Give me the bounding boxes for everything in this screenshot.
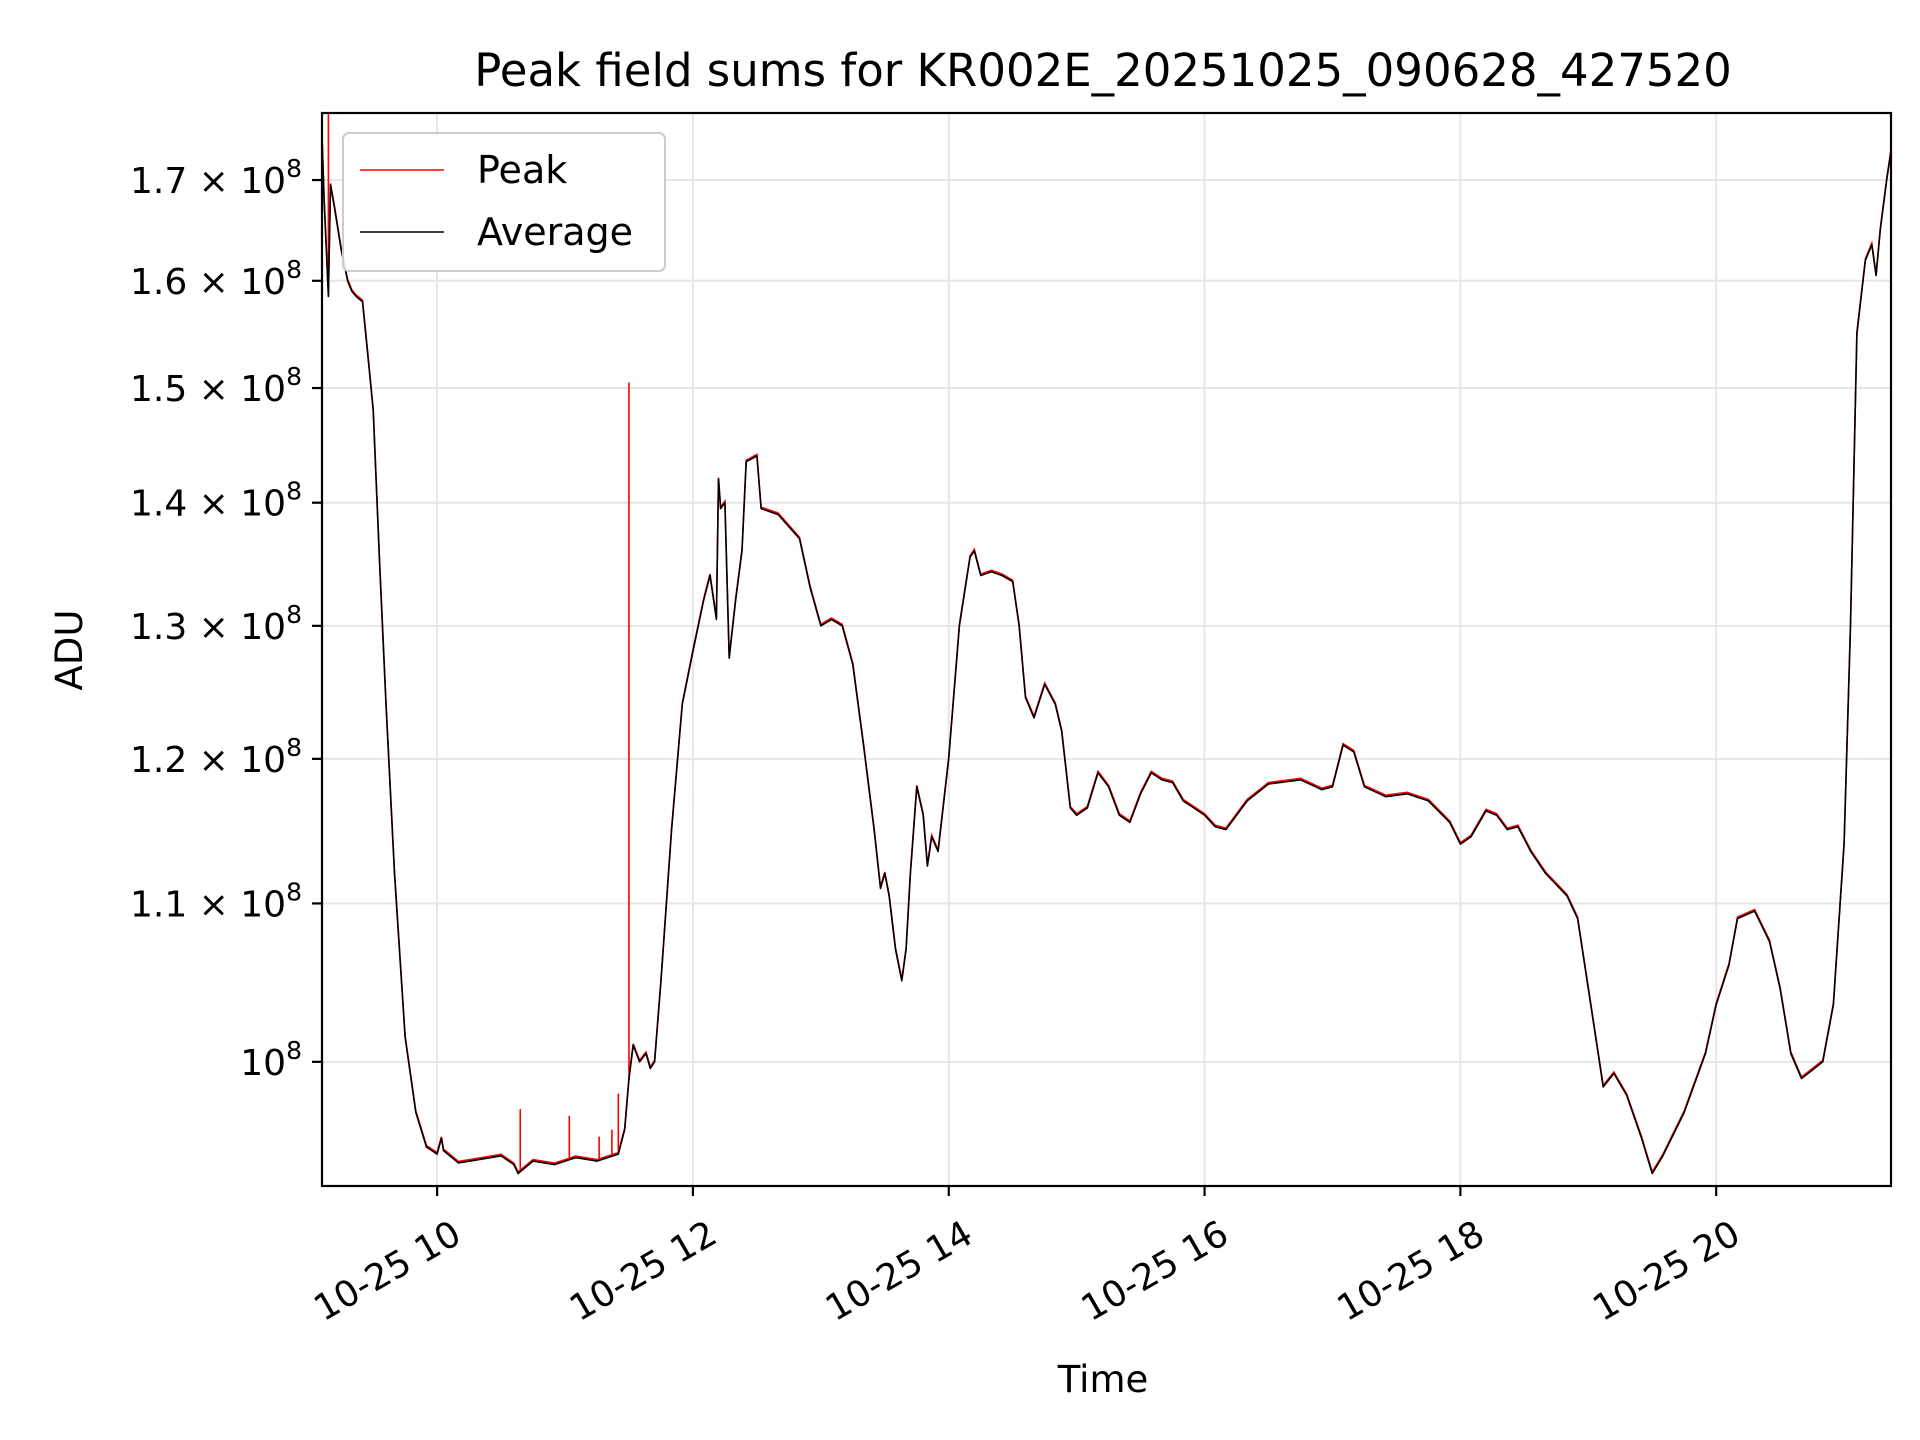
axis-ticks: 10-25 10 10-25 12 10-25 14 10-25 16 10-25 18… — [130, 154, 1747, 1330]
legend: Peak Average — [342, 132, 666, 272]
x-tick-label: 10-25 14 — [819, 1213, 980, 1329]
x-axis-label: Time — [1057, 1358, 1149, 1401]
legend-box — [342, 132, 666, 272]
y-tick-label: 1.5 × 108 — [130, 362, 302, 410]
x-tick-label: 10-25 12 — [563, 1213, 724, 1329]
y-tick-label: 1.1 × 108 — [130, 877, 302, 925]
y-tick-label: 1.3 × 108 — [130, 600, 302, 648]
y-tick-label: 108 — [240, 1036, 302, 1084]
legend-average-label: Average — [477, 210, 633, 254]
plot-frame — [320, 111, 1893, 1188]
chart-title: Peak field sums for KR002E_20251025_0906… — [474, 44, 1732, 97]
series-peak-line — [322, 135, 1891, 1174]
legend-peak-label: Peak — [477, 148, 567, 192]
x-tick-label: 10-25 16 — [1075, 1213, 1236, 1329]
y-tick-label: 1.2 × 108 — [130, 733, 302, 781]
plot-series — [322, 113, 1891, 1175]
y-tick-label: 1.4 × 108 — [130, 477, 302, 525]
series-average-line — [322, 136, 1891, 1175]
y-tick-label: 1.7 × 108 — [130, 154, 302, 202]
grid — [322, 113, 1891, 1186]
y-tick-label: 1.6 × 108 — [130, 255, 302, 303]
x-tick-label: 10-25 18 — [1331, 1213, 1492, 1329]
x-tick-label: 10-25 20 — [1586, 1213, 1747, 1329]
y-axis-label: ADU — [48, 610, 91, 691]
x-tick-label: 10-25 10 — [307, 1213, 468, 1329]
